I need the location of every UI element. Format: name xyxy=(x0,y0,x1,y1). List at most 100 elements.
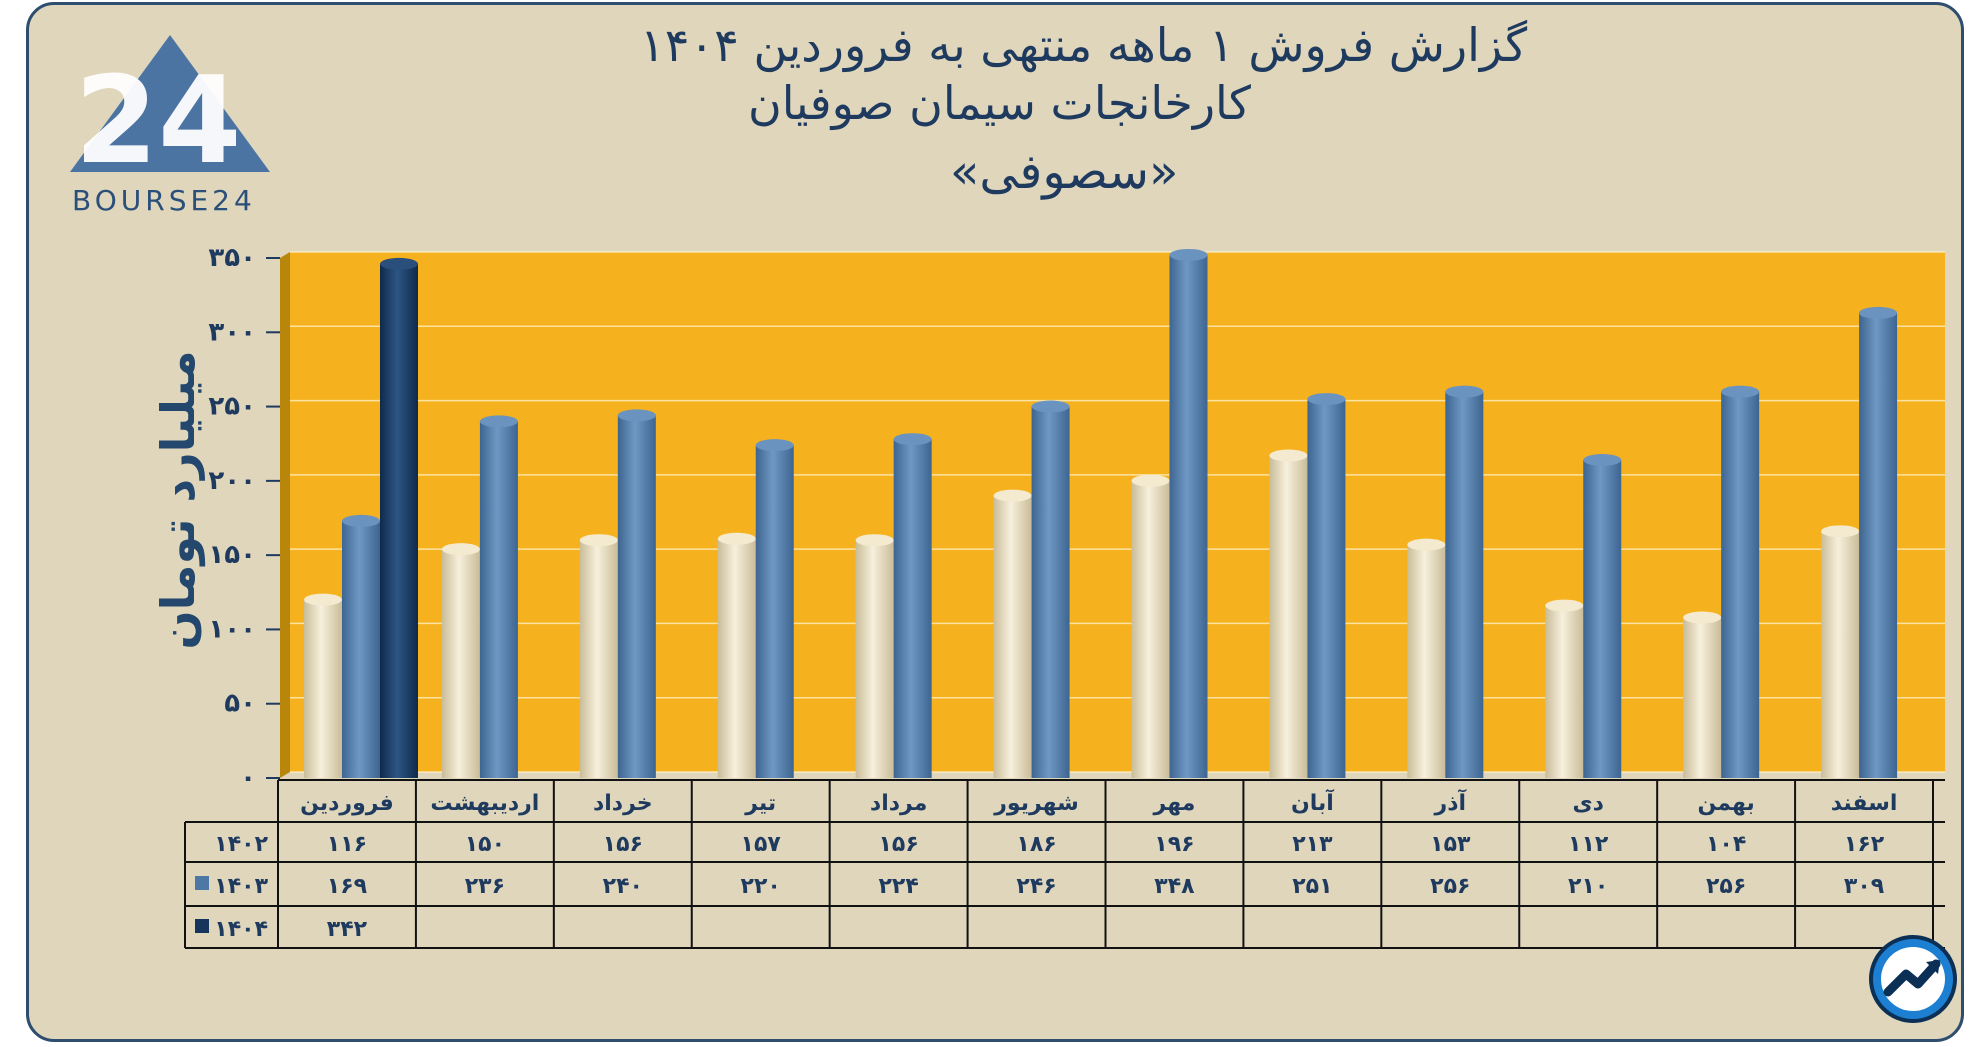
data-label: ۲۱۳ xyxy=(1292,832,1333,857)
bar-1402 xyxy=(1269,455,1308,778)
bar-1403-cap xyxy=(1721,385,1760,398)
bar-1402-cap xyxy=(441,543,480,556)
bar-1403 xyxy=(1445,391,1484,778)
data-label: ۲۳۶ xyxy=(465,874,505,899)
data-label: ۱۵۷ xyxy=(741,832,782,857)
bar-1402-cap xyxy=(717,532,756,545)
data-label: ۱۵۶ xyxy=(603,832,643,857)
legend-entry: ۱۴۰۳ xyxy=(214,874,268,899)
bar-1403-cap xyxy=(1307,393,1346,406)
data-label: ۲۵۶ xyxy=(1706,874,1746,899)
y-tick-label: ۱۰۰ xyxy=(208,614,256,644)
data-label: ۱۶۹ xyxy=(327,874,367,899)
data-label: ۲۴۶ xyxy=(1016,874,1056,899)
data-label: ۳۰۹ xyxy=(1844,874,1884,899)
bar-1403-cap xyxy=(479,415,518,428)
plot-area xyxy=(290,252,1945,772)
trend-arrow-icon[interactable] xyxy=(1868,934,1958,1024)
bar-1403 xyxy=(342,520,380,778)
bar-1402 xyxy=(579,540,618,778)
bar-1402 xyxy=(1683,617,1722,778)
x-tick-label: خرداد xyxy=(593,791,653,816)
legend-swatch-۱۴۰۳ xyxy=(195,876,209,890)
bar-1404 xyxy=(380,263,418,778)
chart-title-line-3: «سصوفی» xyxy=(950,144,1179,200)
chart-title-line-1: گزارش فروش ۱ ماهه منتهی به فروردین ۱۴۰۴ xyxy=(640,18,1528,72)
y-tick-label: ۱۵۰ xyxy=(208,540,256,570)
bar-1402 xyxy=(855,540,894,778)
bar-1402 xyxy=(1821,531,1860,778)
bar-1402 xyxy=(1545,605,1584,778)
bar-1403-cap xyxy=(1445,385,1484,398)
bar-1402-cap xyxy=(304,593,342,606)
data-label: ۱۰۴ xyxy=(1706,832,1746,857)
bar-1403 xyxy=(1859,312,1898,778)
bar-1402 xyxy=(1407,544,1446,778)
x-tick-label: شهریور xyxy=(993,791,1079,816)
bar-1403-cap xyxy=(1031,400,1070,413)
data-label: ۳۴۸ xyxy=(1154,874,1195,899)
bar-1402 xyxy=(1131,480,1170,778)
bar-1403 xyxy=(1307,399,1346,778)
bar-1403-cap xyxy=(1859,306,1898,319)
bar-1403-cap xyxy=(342,514,380,527)
data-label: ۱۹۶ xyxy=(1154,832,1194,857)
bar-1403-cap xyxy=(893,433,932,446)
y-tick-label: ۰ xyxy=(240,763,256,793)
data-label: ۲۵۱ xyxy=(1292,874,1332,899)
x-tick-label: اردیبهشت xyxy=(430,791,539,816)
data-label: ۳۴۲ xyxy=(327,917,368,942)
bar-1402-cap xyxy=(1821,525,1860,538)
bar-1402-cap xyxy=(579,534,618,547)
x-tick-label: فروردین xyxy=(300,791,394,816)
data-label: ۲۵۶ xyxy=(1430,874,1470,899)
bar-1403 xyxy=(1169,254,1208,778)
data-label: ۲۴۰ xyxy=(603,874,643,899)
bar-1402-cap xyxy=(1269,449,1308,462)
plot-side-wall xyxy=(280,252,290,778)
x-tick-label: آذر xyxy=(1434,788,1467,816)
x-tick-label: تیر xyxy=(744,791,776,816)
bar-1403 xyxy=(755,445,794,778)
bar-1402-cap xyxy=(1683,611,1722,624)
bar-1403 xyxy=(479,421,518,778)
bar-1403-cap xyxy=(1169,248,1208,261)
x-tick-label: مرداد xyxy=(870,791,927,816)
y-tick-label: ۲۵۰ xyxy=(208,392,256,422)
bar-1403 xyxy=(617,415,656,778)
bar-1403-cap xyxy=(617,409,656,422)
bar-1402-cap xyxy=(993,489,1032,502)
x-tick-label: آبان xyxy=(1291,788,1334,816)
chart-title-line-2: کارخانجات سیمان صوفیان xyxy=(748,76,1251,130)
legend-entry: ۱۴۰۴ xyxy=(214,917,268,942)
y-tick-label: ۵۰ xyxy=(224,689,256,719)
data-label: ۱۵۶ xyxy=(878,832,918,857)
x-tick-label: مهر xyxy=(1153,791,1196,816)
data-label: ۱۵۰ xyxy=(465,832,505,857)
logo-text: BOURSE24 xyxy=(72,184,256,217)
bar-1402-cap xyxy=(1545,599,1584,612)
data-label: ۱۵۳ xyxy=(1430,832,1471,857)
y-tick-label: ۳۵۰ xyxy=(208,243,256,273)
x-tick-label: بهمن xyxy=(1697,791,1754,816)
bar-1403-cap xyxy=(755,439,794,452)
bourse24-logo-icon: 24 xyxy=(70,35,270,191)
data-label: ۲۲۴ xyxy=(878,874,918,899)
bar-1403 xyxy=(893,439,932,778)
y-tick-label: ۳۰۰ xyxy=(208,317,256,347)
data-label: ۱۶۲ xyxy=(1844,832,1885,857)
data-label: ۱۱۲ xyxy=(1568,832,1609,857)
bar-1403 xyxy=(1721,391,1760,778)
data-label: ۲۱۰ xyxy=(1568,874,1608,899)
bar-1402 xyxy=(441,549,480,778)
legend-entry: ۱۴۰۲ xyxy=(214,832,268,857)
legend-swatch-۱۴۰۴ xyxy=(195,919,209,933)
bar-1403-cap xyxy=(1583,454,1622,466)
bar-1403 xyxy=(1583,460,1622,778)
bar-1404-cap xyxy=(380,257,418,270)
y-tick-label: ۲۰۰ xyxy=(208,466,256,496)
data-label: ۱۸۶ xyxy=(1016,832,1056,857)
bar-1402-cap xyxy=(1131,474,1170,487)
data-label: ۱۱۶ xyxy=(327,832,367,857)
